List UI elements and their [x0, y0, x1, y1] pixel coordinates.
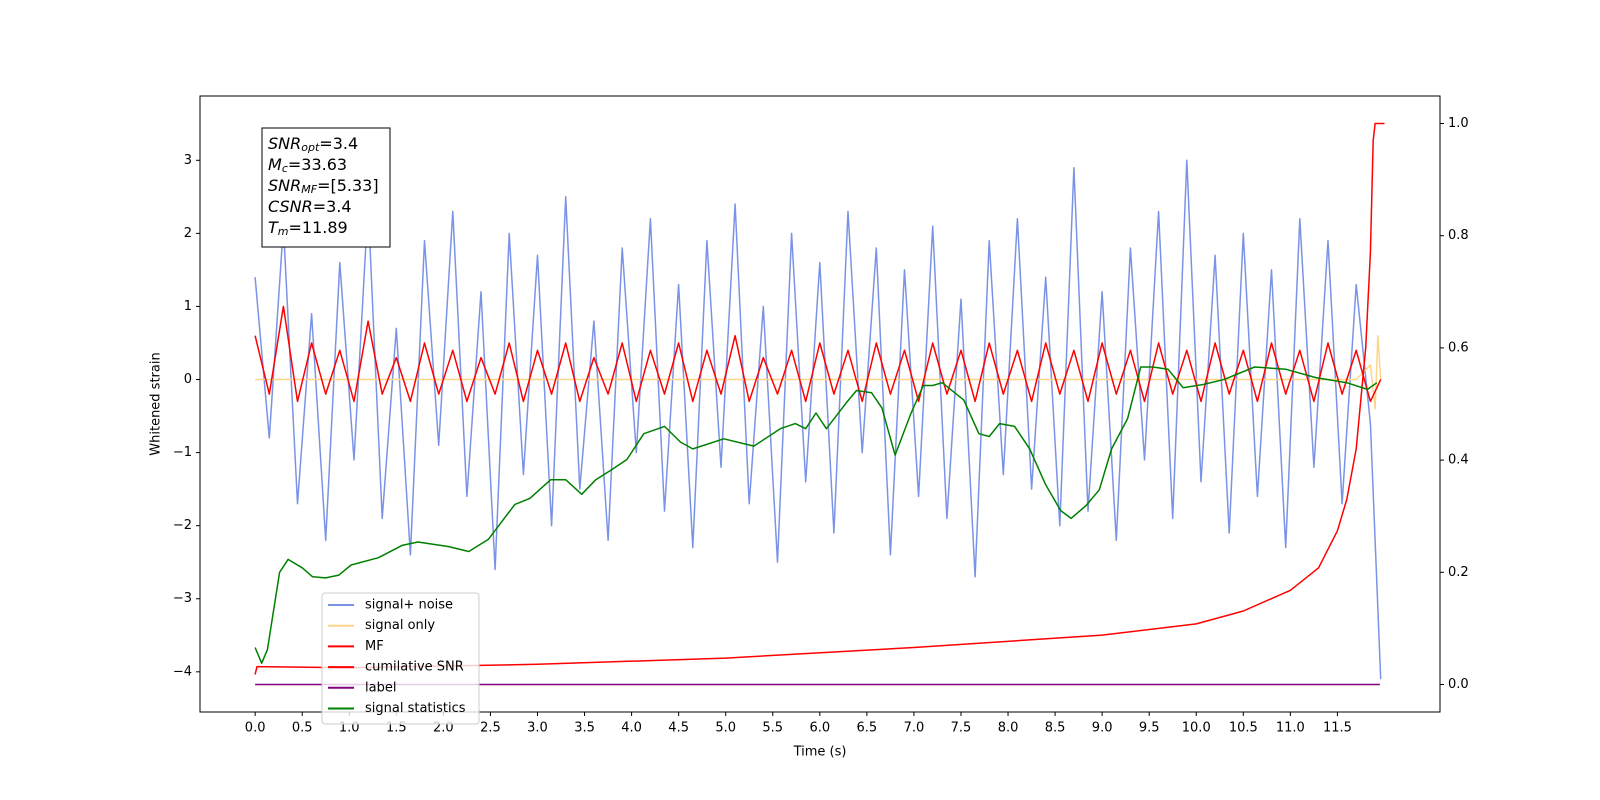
x-tick-label: 7.5: [951, 721, 972, 736]
x-tick-label: 3.5: [574, 721, 595, 736]
annotation-subscript: MF: [301, 183, 317, 196]
legend-label: cumilative SNR: [365, 660, 464, 675]
x-tick-label: 3.0: [527, 721, 548, 736]
annotation-suffix: =33.63: [288, 155, 347, 174]
x-tick-label: 9.5: [1139, 721, 1160, 736]
legend-label: MF: [365, 639, 384, 654]
x-tick-label: 8.0: [998, 721, 1019, 736]
x-tick-label: 5.5: [762, 721, 783, 736]
x-tick-label: 6.5: [857, 721, 878, 736]
x-tick-label: 11.0: [1276, 721, 1305, 736]
legend-label: label: [365, 680, 396, 695]
annotation: CSNR=3.4: [268, 197, 352, 216]
y2-tick-label: 0.0: [1448, 677, 1469, 692]
x-tick-label: 0.5: [292, 721, 313, 736]
annotation: Mc=33.63: [268, 155, 347, 176]
legend-label: signal only: [365, 618, 435, 633]
y-tick-label: 3: [184, 153, 192, 168]
x-tick-label: 0.0: [245, 721, 266, 736]
x-tick-label: 10.5: [1229, 721, 1258, 736]
legend-label: signal statistics: [365, 701, 466, 716]
annotation: Tm=11.89: [268, 218, 348, 239]
annotation-suffix: =3.4: [313, 197, 352, 216]
x-tick-label: 10.0: [1182, 721, 1211, 736]
annotation-symbol: CSNR: [268, 197, 313, 216]
annotation-symbol: SNR: [268, 176, 301, 195]
annotation-suffix: =3.4: [319, 134, 358, 153]
annotation-subscript: c: [282, 162, 288, 175]
y-tick-label: 0: [184, 372, 192, 387]
annotation-suffix: =[5.33]: [317, 176, 379, 195]
annotation-subscript: opt: [301, 141, 320, 154]
x-tick-label: 4.0: [621, 721, 642, 736]
annotation: SNRMF=[5.33]: [268, 176, 379, 197]
y-tick-label: 2: [184, 226, 192, 241]
annotation: SNRopt=3.4: [268, 134, 358, 155]
annotation-symbol: T: [268, 218, 279, 237]
legend-box: [321, 592, 480, 725]
series-line: [255, 334, 1382, 410]
y-axis-label: Whitened strain: [149, 352, 164, 455]
annotation-symbol: M: [268, 155, 282, 174]
x-tick-label: 4.5: [668, 721, 689, 736]
y-tick-label: −4: [173, 664, 192, 679]
annotation-symbol: SNR: [268, 134, 301, 153]
series-line: [254, 122, 1385, 675]
y-tick-label: −1: [173, 445, 192, 460]
y2-tick-label: 0.6: [1448, 340, 1469, 355]
x-tick-label: 8.5: [1045, 721, 1066, 736]
series-line: [254, 366, 1378, 664]
annotation-suffix: =11.89: [289, 218, 348, 237]
series-line: [254, 159, 1382, 680]
x-tick-label: 5.0: [715, 721, 736, 736]
y2-tick-label: 0.4: [1448, 453, 1469, 468]
y-tick-label: −3: [173, 591, 192, 606]
series-line: [254, 305, 1382, 403]
x-tick-label: 7.0: [904, 721, 925, 736]
y2-tick-label: 0.8: [1448, 228, 1469, 243]
x-tick-label: 2.5: [480, 721, 501, 736]
legend-label: signal+ noise: [365, 598, 453, 613]
y2-tick-label: 1.0: [1448, 116, 1469, 131]
y-tick-label: 1: [184, 299, 192, 314]
x-axis-label: Time (s): [793, 745, 847, 760]
y-tick-label: −2: [173, 518, 192, 533]
x-tick-label: 9.0: [1092, 721, 1113, 736]
annotation-box: [261, 127, 391, 248]
annotation-subscript: m: [278, 225, 289, 238]
x-tick-label: 6.0: [809, 721, 830, 736]
x-tick-label: 11.5: [1323, 721, 1352, 736]
y2-tick-label: 0.2: [1448, 565, 1469, 580]
